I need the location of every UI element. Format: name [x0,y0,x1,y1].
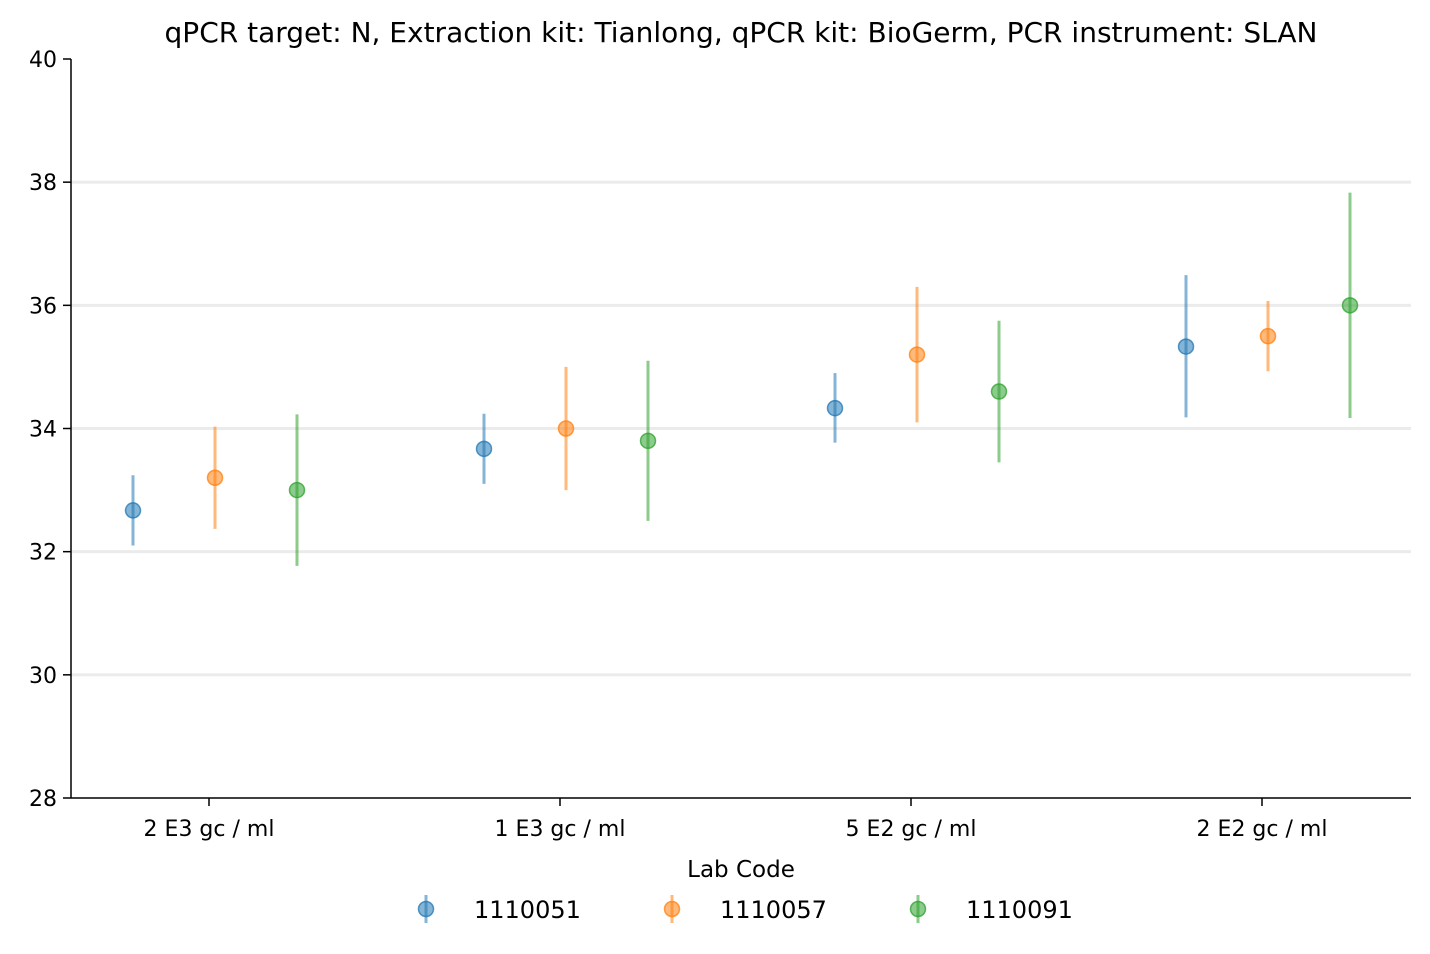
y-tick-label: 34 [29,418,57,443]
legend-label: 1110091 [966,896,1073,924]
data-point [990,383,1008,400]
data-points [124,297,1359,519]
x-tick-label: 1 E3 gc / ml [495,817,626,842]
data-point [1259,327,1277,345]
data-point [557,420,575,437]
x-tick-label: 5 E2 gc / ml [846,817,977,842]
y-tick-label: 38 [29,171,57,196]
x-axis-ticks: 2 E3 gc / ml 1 E3 gc / ml 5 E2 gc / ml 2 E2… [144,798,1328,842]
legend-label: 1110057 [720,896,827,924]
y-tick-label: 28 [29,787,57,812]
error-bars [131,192,1352,566]
data-point [826,399,844,417]
data-point [475,440,493,458]
legend-marker [417,900,435,918]
data-point [908,346,926,363]
y-axis-ticks: 28 30 32 34 36 38 40 [29,48,71,812]
chart-title: qPCR target: N, Extraction kit: Tianlong… [165,16,1318,49]
legend: Lab Code 1110051 1110057 1110091 [417,857,1073,924]
x-tick-label: 2 E2 gc / ml [1197,817,1328,842]
y-tick-label: 32 [29,541,57,566]
data-point [206,469,224,487]
legend-marker [663,900,681,918]
y-tick-label: 36 [29,294,57,319]
data-point [639,432,657,450]
grid-lines [71,180,1411,677]
legend-marker [909,900,927,918]
x-tick-label: 2 E3 gc / ml [144,817,275,842]
data-point [1177,338,1195,355]
legend-title: Lab Code [687,857,795,883]
data-point [288,481,306,499]
legend-label: 1110051 [474,896,581,924]
y-tick-label: 30 [29,664,57,689]
y-tick-label: 40 [29,48,57,73]
data-point [1341,297,1359,314]
data-point [124,502,142,519]
